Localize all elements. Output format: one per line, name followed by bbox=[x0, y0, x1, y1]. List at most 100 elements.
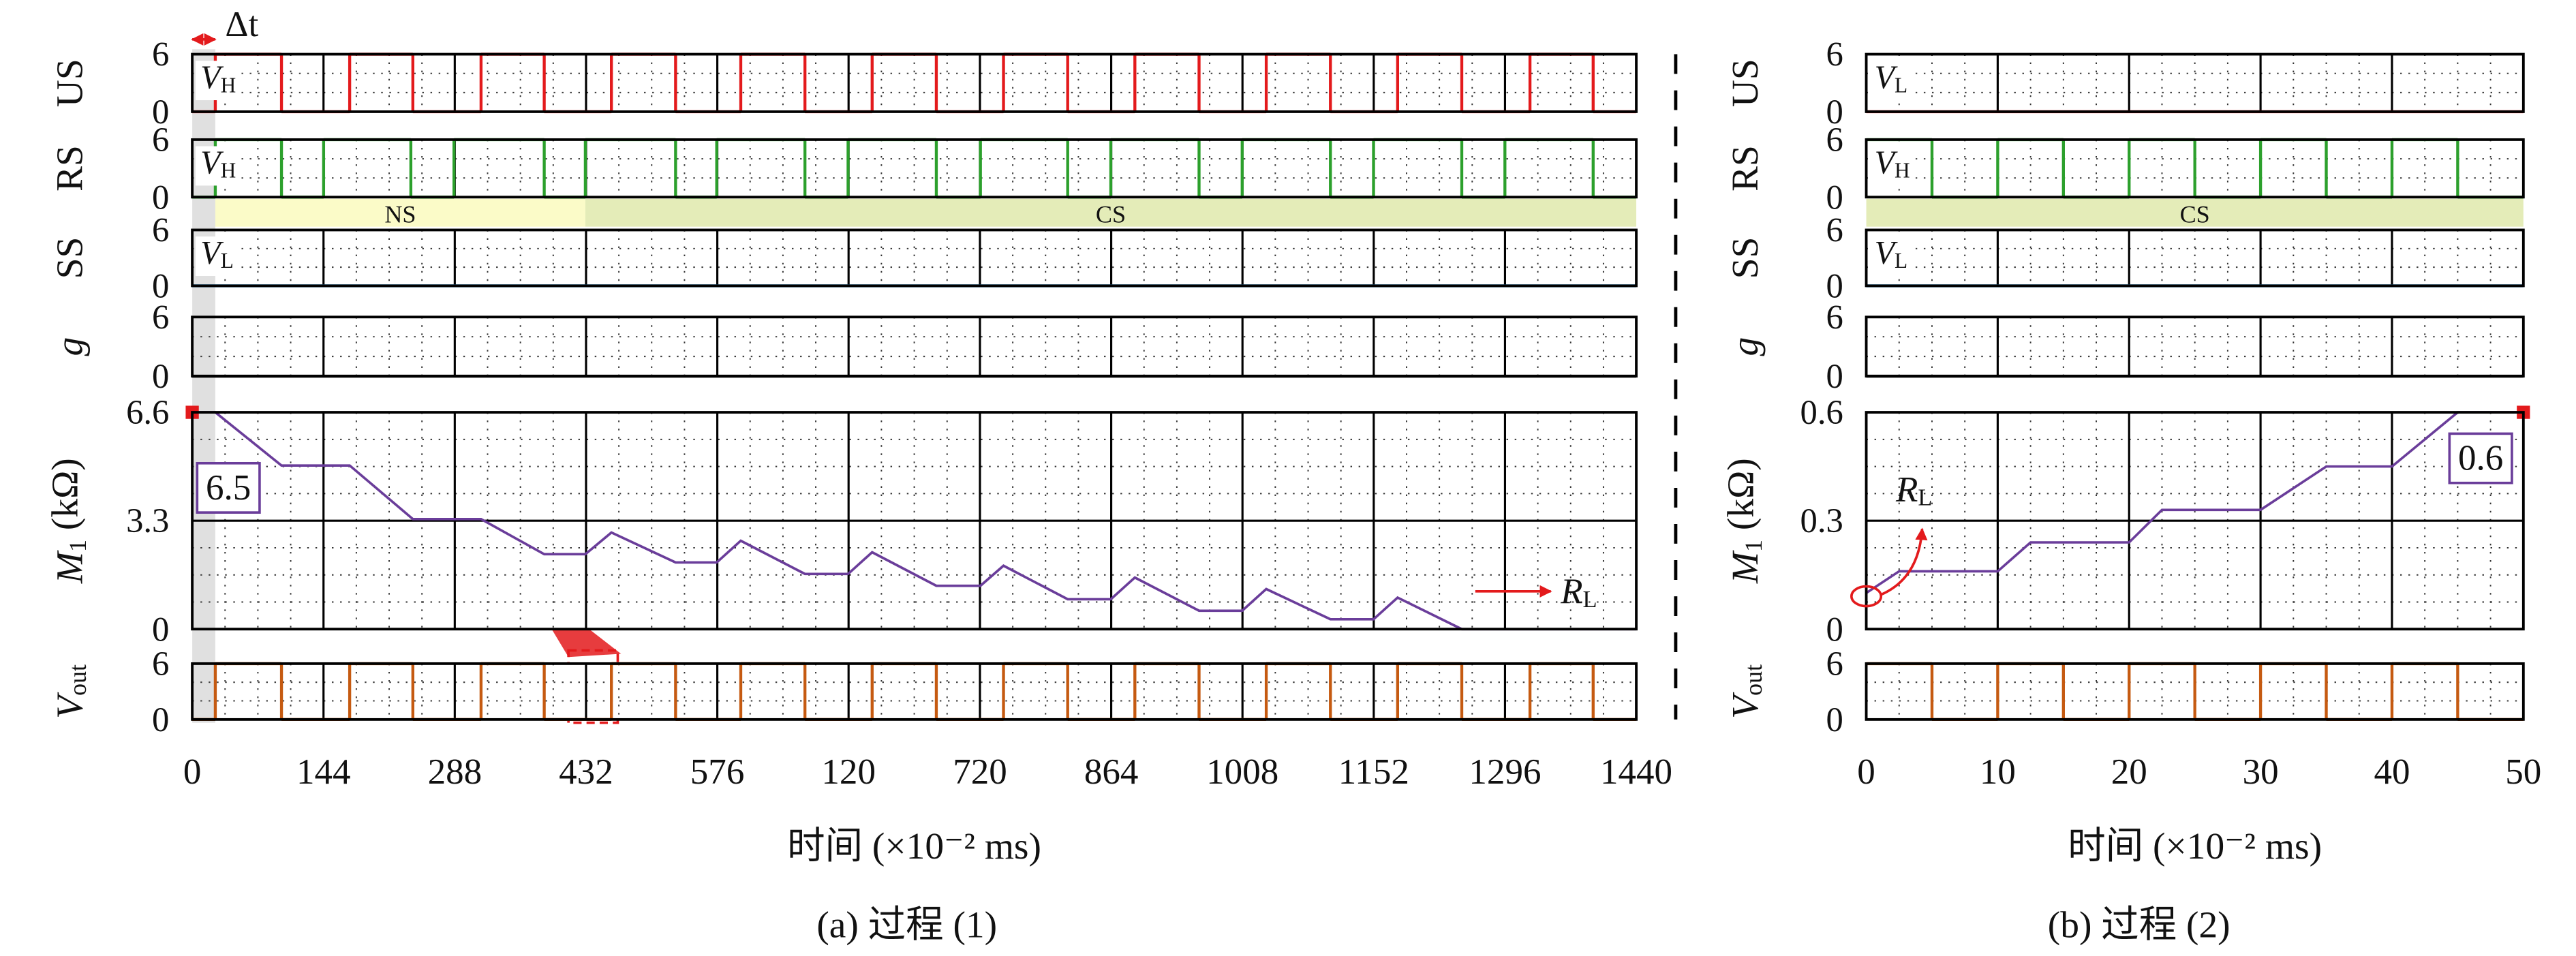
label-sub: L bbox=[1918, 484, 1932, 510]
label: M1 (kΩ) bbox=[44, 458, 91, 584]
value-box bbox=[196, 461, 261, 514]
label-main: RS bbox=[48, 145, 90, 191]
y-tick-label: 3.3 bbox=[126, 502, 169, 540]
label: SS bbox=[48, 237, 90, 279]
label-main: V bbox=[1724, 692, 1766, 719]
label: SS bbox=[1724, 237, 1766, 279]
label-sub: H bbox=[221, 158, 236, 182]
label-main: g bbox=[48, 337, 90, 356]
y-tick-label: 0 bbox=[1826, 266, 1843, 305]
label-sub: L bbox=[1583, 587, 1597, 613]
label: g bbox=[48, 337, 90, 356]
label: RL bbox=[1895, 469, 1932, 510]
value-box-label: 0.6 bbox=[2458, 439, 2503, 478]
label-main: V bbox=[1875, 235, 1899, 271]
y-tick-label: 6 bbox=[1826, 211, 1843, 249]
panel-frame bbox=[1865, 138, 2525, 199]
phase-band bbox=[585, 198, 1637, 227]
label-main: SS bbox=[48, 237, 90, 279]
panel-frame bbox=[191, 315, 1638, 377]
panel-caption: (a) 过程 (1) bbox=[816, 904, 997, 946]
y-tick-label: 0 bbox=[152, 266, 169, 305]
label: Vout bbox=[1724, 664, 1767, 719]
label-main: g bbox=[1724, 337, 1766, 356]
y-tick-label: 6 bbox=[152, 121, 169, 159]
label-main: R bbox=[1560, 572, 1582, 611]
x-tick-label: 50 bbox=[2505, 752, 2541, 792]
phase-label: CS bbox=[1096, 201, 1126, 228]
label-sub: L bbox=[221, 249, 234, 273]
x-axis-label: 时间 (×10⁻² ms) bbox=[787, 825, 1041, 867]
x-tick-label: 288 bbox=[428, 752, 482, 792]
panel-frame bbox=[1865, 411, 2525, 631]
y-tick-label: 0 bbox=[1826, 700, 1843, 739]
x-tick-label: 432 bbox=[559, 752, 613, 792]
x-tick-label: 10 bbox=[1980, 752, 2016, 792]
y-tick-label: 6 bbox=[152, 35, 169, 74]
label-sub: H bbox=[221, 73, 236, 97]
y-tick-label: 6 bbox=[1826, 35, 1843, 74]
label-main: M bbox=[48, 550, 90, 584]
label: RL bbox=[1560, 572, 1597, 613]
value-box bbox=[2448, 432, 2513, 484]
y-tick-label: 6 bbox=[1826, 121, 1843, 159]
value-box-label: 6.5 bbox=[206, 468, 251, 508]
panel-frame bbox=[1865, 52, 2525, 113]
panel-frame bbox=[1865, 228, 2525, 288]
y-tick-label: 6.6 bbox=[126, 393, 169, 431]
y-tick-label: 0 bbox=[152, 610, 169, 648]
x-tick-label: 0 bbox=[1857, 752, 1875, 792]
y-tick-label: 0 bbox=[1826, 610, 1843, 648]
label-main: SS bbox=[1724, 237, 1766, 279]
y-tick-label: 0 bbox=[152, 93, 169, 131]
level-label-bg bbox=[195, 236, 242, 276]
level-label-bg bbox=[1869, 236, 1916, 276]
x-tick-label: 30 bbox=[2243, 752, 2279, 792]
x-tick-label: 1008 bbox=[1206, 752, 1278, 792]
label-main: V bbox=[200, 144, 224, 181]
start-highlight bbox=[1850, 585, 1883, 608]
label-suffix: (kΩ) bbox=[1719, 458, 1761, 540]
y-tick-label: 6 bbox=[152, 645, 169, 683]
phase-label: CS bbox=[2180, 201, 2210, 228]
label: VH bbox=[1875, 144, 1910, 182]
label: M1 (kΩ) bbox=[1719, 458, 1767, 584]
x-tick-label: 20 bbox=[2111, 752, 2147, 792]
phase-label: NS bbox=[384, 201, 416, 228]
label-main: US bbox=[48, 59, 90, 107]
y-tick-label: 0.6 bbox=[1800, 393, 1843, 431]
label: g bbox=[1724, 337, 1766, 356]
x-tick-label: 40 bbox=[2374, 752, 2410, 792]
phase-band bbox=[1866, 198, 2524, 227]
label-sub: H bbox=[1895, 158, 1910, 182]
y-tick-label: 0 bbox=[1826, 93, 1843, 131]
y-tick-label: 6 bbox=[152, 298, 169, 336]
y-tick-label: 6 bbox=[152, 211, 169, 249]
y-tick-label: 0 bbox=[152, 357, 169, 395]
label-main: V bbox=[200, 235, 224, 271]
x-tick-label: 1296 bbox=[1469, 752, 1541, 792]
x-tick-label: 144 bbox=[296, 752, 351, 792]
label: VH bbox=[200, 59, 236, 97]
label-main: V bbox=[200, 59, 224, 95]
level-label-bg bbox=[195, 61, 242, 101]
panel-frame bbox=[1865, 315, 2525, 377]
label-suffix: (kΩ) bbox=[44, 458, 85, 540]
y-tick-label: 0 bbox=[1826, 357, 1843, 395]
x-tick-label: 1152 bbox=[1338, 752, 1409, 792]
level-label-bg bbox=[1869, 146, 1916, 186]
x-tick-label: 864 bbox=[1084, 752, 1139, 792]
panel-caption: (b) 过程 (2) bbox=[2048, 904, 2230, 946]
level-label-bg bbox=[195, 146, 242, 186]
label: RS bbox=[1724, 145, 1766, 191]
level-label-bg bbox=[1869, 61, 1916, 101]
panel-frame bbox=[191, 138, 1638, 199]
x-tick-label: 120 bbox=[821, 752, 876, 792]
phase-band bbox=[215, 198, 585, 227]
label: US bbox=[48, 59, 90, 107]
signal-line bbox=[1865, 411, 2524, 594]
panel-frame bbox=[191, 411, 1638, 631]
label: VL bbox=[1875, 235, 1908, 273]
y-tick-label: 0 bbox=[152, 178, 169, 216]
